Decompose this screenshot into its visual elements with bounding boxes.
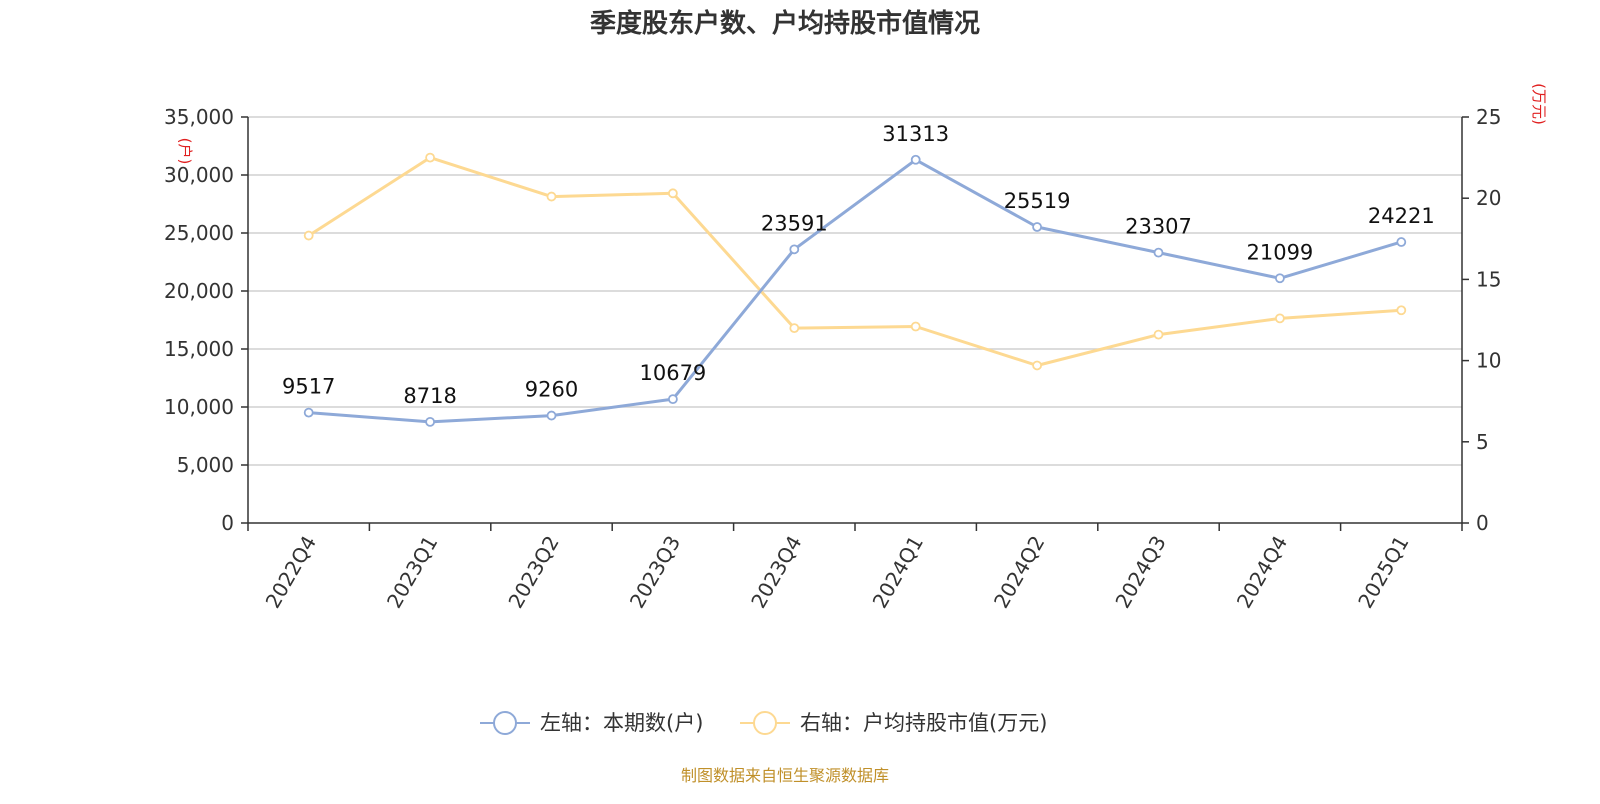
left-axis-tick-label: 25,000	[164, 221, 234, 245]
data-label-households: 23591	[761, 211, 828, 235]
right-axis-tick-label: 15	[1476, 267, 1501, 291]
data-point-households[interactable]	[303, 407, 314, 418]
data-point-market-value[interactable]	[789, 323, 800, 334]
legend-label-market-value: 右轴：户均持股市值(万元)	[800, 711, 1047, 735]
data-point-households[interactable]	[910, 154, 921, 165]
data-label-households: 24221	[1368, 204, 1435, 228]
left-axis-unit: (户)	[176, 138, 194, 165]
left-axis-tick-label: 15,000	[164, 337, 234, 361]
data-label-households: 8718	[403, 384, 456, 408]
data-point-households[interactable]	[668, 394, 678, 405]
data-point-market-value[interactable]	[910, 321, 921, 332]
series-layer	[303, 152, 1407, 427]
left-axis-tick-label: 10,000	[164, 395, 234, 419]
series-line-market-value	[307, 156, 1402, 367]
x-axis-tick-label: 2023Q2	[503, 532, 563, 613]
data-label-households: 9260	[525, 378, 578, 402]
data-label-households: 23307	[1125, 215, 1192, 239]
legend-swatch-dot-market-value	[753, 711, 777, 735]
left-axis-tick-label: 5,000	[177, 453, 234, 477]
data-label-households: 9517	[282, 375, 335, 399]
chart-title: 季度股东户数、户均持股市值情况	[590, 8, 980, 39]
data-point-market-value[interactable]	[425, 152, 436, 163]
x-axis-tick-label: 2024Q2	[989, 532, 1049, 613]
x-axis-tick-label: 2022Q4	[261, 532, 321, 613]
x-axis-tick-label: 2025Q1	[1353, 532, 1413, 613]
data-point-market-value[interactable]	[668, 188, 678, 199]
data-point-households[interactable]	[1153, 247, 1164, 258]
data-point-households[interactable]	[789, 244, 800, 255]
data-label-households: 10679	[639, 361, 706, 385]
data-point-market-value[interactable]	[303, 230, 314, 241]
series-line-households	[308, 158, 1402, 424]
data-point-market-value[interactable]	[1396, 305, 1407, 316]
right-axis-tick-label: 0	[1476, 511, 1489, 535]
right-axis-unit: (万元)	[1530, 83, 1548, 125]
x-axis-tick-label: 2023Q1	[382, 532, 442, 613]
legend-item-market-value[interactable]: 右轴：户均持股市值(万元)	[740, 711, 1047, 735]
right-axis-tick-label: 20	[1476, 186, 1501, 210]
data-point-market-value[interactable]	[1032, 360, 1042, 371]
data-point-market-value[interactable]	[1153, 329, 1164, 340]
x-axis-tick-label: 2024Q1	[868, 532, 928, 613]
left-axis-tick-label: 0	[221, 511, 234, 535]
left-axis-tick-label: 30,000	[164, 163, 234, 187]
right-axis-tick-label: 10	[1476, 349, 1501, 373]
data-label-households: 21099	[1246, 240, 1313, 264]
axes: 0 5,000 10,000 15,000 20,000 25,000 30,000 35,0…	[164, 105, 1501, 612]
x-axis-tick-label: 2024Q4	[1232, 532, 1292, 613]
data-point-households[interactable]	[1032, 222, 1042, 232]
x-axis-tick-label: 2023Q4	[746, 532, 806, 613]
legend: 左轴：本期数(户) 右轴：户均持股市值(万元)	[480, 711, 1047, 735]
grid-lines	[248, 116, 1462, 466]
data-point-households[interactable]	[425, 416, 436, 427]
legend-label-households: 左轴：本期数(户)	[540, 711, 703, 735]
data-point-market-value[interactable]	[1275, 313, 1285, 324]
legend-item-households[interactable]: 左轴：本期数(户)	[480, 711, 703, 735]
data-labels: 9517 8718 9260 10679 23591 31313 25519 23307 210…	[282, 122, 1435, 408]
data-label-households: 31313	[882, 122, 949, 146]
left-axis-tick-label: 35,000	[164, 105, 234, 129]
data-point-households[interactable]	[1396, 237, 1407, 247]
data-point-households[interactable]	[546, 410, 557, 421]
data-label-households: 25519	[1004, 189, 1071, 213]
data-point-households[interactable]	[1275, 273, 1285, 284]
legend-swatch-dot-households	[493, 711, 517, 735]
left-axis-tick-label: 20,000	[164, 279, 234, 303]
data-point-market-value[interactable]	[546, 191, 557, 202]
source-note: 制图数据来自恒生聚源数据库	[681, 766, 889, 785]
right-axis-tick-label: 5	[1476, 430, 1489, 454]
right-axis-tick-label: 25	[1476, 105, 1501, 129]
x-axis-tick-label: 2024Q3	[1110, 532, 1170, 613]
x-axis-tick-label: 2023Q3	[625, 532, 685, 613]
